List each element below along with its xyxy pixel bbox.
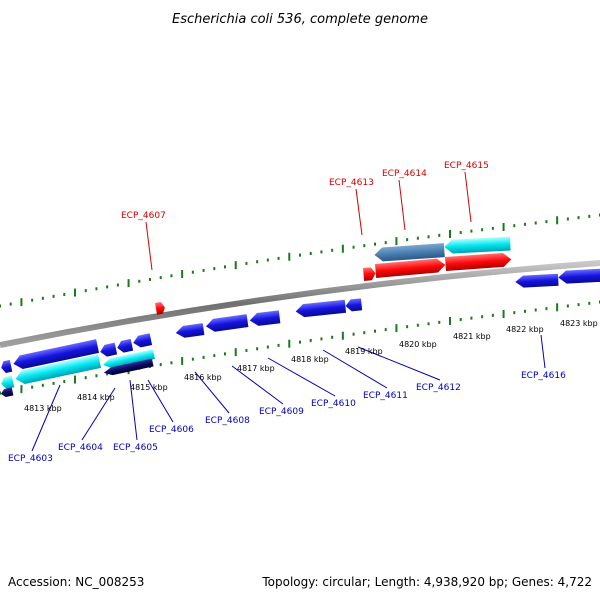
gene-blue-5: [133, 333, 153, 348]
scale-label: 4816 kbp: [184, 373, 222, 382]
leader-line: [540, 334, 546, 369]
gene-label-ecp-4611: ECP_4611: [363, 391, 408, 401]
gene-label-ecp-4616: ECP_4616: [521, 371, 566, 381]
gene-ecp-4615-track2: [444, 236, 511, 254]
inner-tick-ring: [0, 300, 600, 395]
accession-text: Accession: NC_008253: [8, 575, 144, 589]
gene-label-ecp-4610: ECP_4610: [311, 399, 356, 409]
gene-cyan-1: [1, 375, 15, 389]
gene-blue-8: [249, 310, 281, 326]
gene-ecp-4613: [363, 267, 376, 281]
scale-label: 4815 kbp: [130, 383, 168, 392]
gene-label-ecp-4606: ECP_4606: [149, 425, 194, 435]
leader-line: [147, 379, 174, 423]
scale-label: 4823 kbp: [560, 319, 598, 328]
gene-blue-4: [117, 338, 134, 353]
scale-label: 4822 kbp: [506, 325, 544, 334]
topology-text: Topology: circular; Length: 4,938,920 bp…: [261, 575, 592, 589]
leader-line: [355, 188, 363, 236]
gene-label-ecp-4603: ECP_4603: [8, 454, 53, 464]
gene-navy-2: [103, 358, 154, 376]
gene-label-ecp-4609: ECP_4609: [259, 407, 304, 417]
gene-blue-2: [13, 339, 100, 370]
leader-line: [145, 221, 153, 271]
gene-blue-12: [558, 268, 600, 284]
gene-navy-1: [0, 387, 14, 397]
map-title: Escherichia coli 536, complete genome: [172, 12, 428, 27]
scale-label: 4817 kbp: [237, 364, 275, 373]
scale-label: 4820 kbp: [399, 340, 437, 349]
leader-line: [31, 384, 61, 452]
gene-blue-10: [345, 298, 363, 312]
gene-blue-9: [295, 299, 347, 318]
genome-backbone: [0, 260, 600, 348]
leader-line: [322, 349, 388, 389]
gene-cyan-2: [15, 354, 102, 385]
gene-labels: ECP_4607 ECP_4613 ECP_4614 ECP_4615 ECP_4603…: [8, 161, 566, 464]
scale-label: 4819 kbp: [345, 347, 383, 356]
scale-label: 4821 kbp: [453, 332, 491, 341]
gene-ecp-4615: [445, 252, 512, 271]
scale-label: 4813 kbp: [24, 404, 62, 413]
gene-label-ecp-4615: ECP_4615: [444, 161, 489, 171]
leader-line: [267, 357, 336, 397]
leader-line: [464, 171, 472, 223]
gene-blue-3: [100, 342, 118, 357]
gene-label-ecp-4612: ECP_4612: [416, 383, 461, 393]
scale-label: 4814 kbp: [77, 393, 115, 402]
gene-ecp-4614-track2: [374, 243, 445, 262]
outer-tick-ring: [0, 213, 600, 308]
gene-label-ecp-4607: ECP_4607: [121, 211, 166, 221]
gene-ecp-4614: [375, 258, 446, 278]
label-leader-lines: [31, 171, 546, 452]
gene-label-ecp-4605: ECP_4605: [113, 443, 158, 453]
gene-blue-7: [205, 314, 249, 332]
gene-label-ecp-4613: ECP_4613: [329, 178, 374, 188]
gene-blue-11: [515, 273, 559, 288]
gene-blue-1: [1, 359, 13, 374]
gene-label-ecp-4604: ECP_4604: [58, 443, 103, 453]
leader-line: [357, 346, 441, 381]
leader-line: [129, 379, 138, 441]
leader-line: [398, 179, 406, 231]
gene-blue-6: [175, 323, 205, 338]
scale-labels: 4813 kbp 4814 kbp 4815 kbp 4816 kbp 4817 kbp…: [24, 319, 598, 413]
gene-label-ecp-4608: ECP_4608: [205, 416, 250, 426]
scale-label: 4818 kbp: [291, 355, 329, 364]
gene-features: [0, 236, 600, 397]
leader-line: [231, 365, 284, 405]
gene-ecp-4607: [155, 301, 165, 315]
gene-label-ecp-4614: ECP_4614: [382, 169, 427, 179]
gene-cyan-3: [103, 349, 155, 369]
leader-line: [194, 371, 230, 414]
leader-line: [81, 387, 116, 441]
